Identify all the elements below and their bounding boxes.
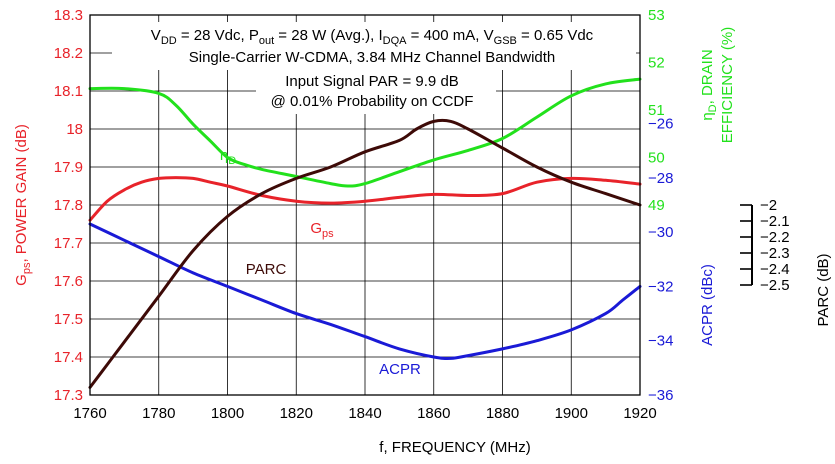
- annotation-line-1: VDD = 28 Vdc, Pout = 28 W (Avg.), IDQA =…: [151, 27, 594, 47]
- parc-axis: −2−2.1−2.2−2.3−2.4−2.5: [740, 197, 790, 294]
- annotation-line-4: @ 0.01% Probability on CCDF: [271, 93, 474, 110]
- parc-tick-label: −2: [760, 197, 777, 214]
- parc-tick-label: −2.4: [760, 261, 790, 278]
- parc-tick-label: −2.1: [760, 213, 790, 230]
- acpr-tick-label: −28: [648, 170, 673, 187]
- annotation-background-top: [112, 22, 636, 70]
- acpr-tick-label: −34: [648, 333, 673, 350]
- x-tick-label: 1820: [280, 405, 313, 422]
- curve-label-parc: PARC: [246, 261, 287, 278]
- x-tick-label: 1760: [73, 405, 106, 422]
- x-tick-label: 1880: [486, 405, 519, 422]
- efficiency-tick-label: 49: [648, 197, 665, 214]
- efficiency-tick-label: 51: [648, 102, 665, 119]
- gain-tick-label: 17.6: [54, 273, 83, 290]
- curve-label-acpr: ACPR: [379, 361, 421, 378]
- x-tick-label: 1920: [623, 405, 656, 422]
- curve-label-gps: Gps: [310, 220, 334, 240]
- efficiency-axis-title-line-1: ηD, DRAIN: [699, 49, 719, 120]
- gain-tick-label: 17.5: [54, 311, 83, 328]
- acpr-tick-label: −36: [648, 387, 673, 404]
- gain-tick-label: 18.3: [54, 7, 83, 24]
- efficiency-tick-labels: 53 52 51 50 49: [648, 7, 665, 214]
- curve-label-efficiency: ηD: [220, 147, 236, 167]
- efficiency-tick-label: 53: [648, 7, 665, 24]
- parc-tick-label: −2.5: [760, 277, 790, 294]
- gain-tick-labels: 18.3 18.2 18.1 18 17.9 17.8 17.7 17.6 17.5 17.4 17…: [54, 7, 83, 404]
- x-tick-label: 1900: [555, 405, 588, 422]
- acpr-tick-label: −26: [648, 116, 673, 133]
- x-tick-label: 1860: [417, 405, 450, 422]
- series-line-gain: [88, 176, 642, 222]
- parc-tick-label: −2.2: [760, 229, 790, 246]
- annotation-line-2: Single-Carrier W-CDMA, 3.84 MHz Channel …: [189, 49, 556, 66]
- gain-tick-label: 17.4: [54, 349, 83, 366]
- gain-tick-label: 18.1: [54, 83, 83, 100]
- annotation-line-3: Input Signal PAR = 9.9 dB: [285, 73, 459, 90]
- gain-tick-label: 17.3: [54, 387, 83, 404]
- x-tick-label: 1800: [211, 405, 244, 422]
- x-tick-label: 1780: [142, 405, 175, 422]
- plot-series: [88, 77, 642, 389]
- x-tick-label: 1840: [348, 405, 381, 422]
- efficiency-axis-title-line-2: EFFICIENCY (%): [719, 27, 736, 143]
- gain-tick-label: 17.7: [54, 235, 83, 252]
- gain-axis-title: Gps, POWER GAIN (dB): [13, 124, 33, 286]
- efficiency-tick-label: 52: [648, 55, 665, 72]
- gain-tick-label: 17.9: [54, 159, 83, 176]
- series-line-parc: [88, 118, 642, 389]
- parc-tick-label: −2.3: [760, 245, 790, 262]
- acpr-axis-title: ACPR (dBc): [699, 264, 716, 346]
- acpr-tick-label: −30: [648, 224, 673, 241]
- acpr-tick-labels: −26 −28 −30 −32 −34 −36: [648, 116, 673, 404]
- acpr-tick-label: −32: [648, 278, 673, 295]
- gain-tick-label: 17.8: [54, 197, 83, 214]
- gain-tick-label: 18.2: [54, 45, 83, 62]
- efficiency-tick-label: 50: [648, 150, 665, 167]
- x-axis-title: f, FREQUENCY (MHz): [379, 439, 530, 456]
- series-line-efficiency: [88, 77, 642, 188]
- annotation-background-bottom: [256, 70, 496, 114]
- x-tick-labels: 1760 1780 1800 1820 1840 1860 1880 1900 1920: [73, 405, 656, 422]
- plot-frame: [89, 14, 641, 396]
- parc-axis-title: PARC (dB): [815, 253, 832, 326]
- series-line-acpr: [88, 222, 642, 360]
- gain-tick-label: 18: [66, 121, 83, 138]
